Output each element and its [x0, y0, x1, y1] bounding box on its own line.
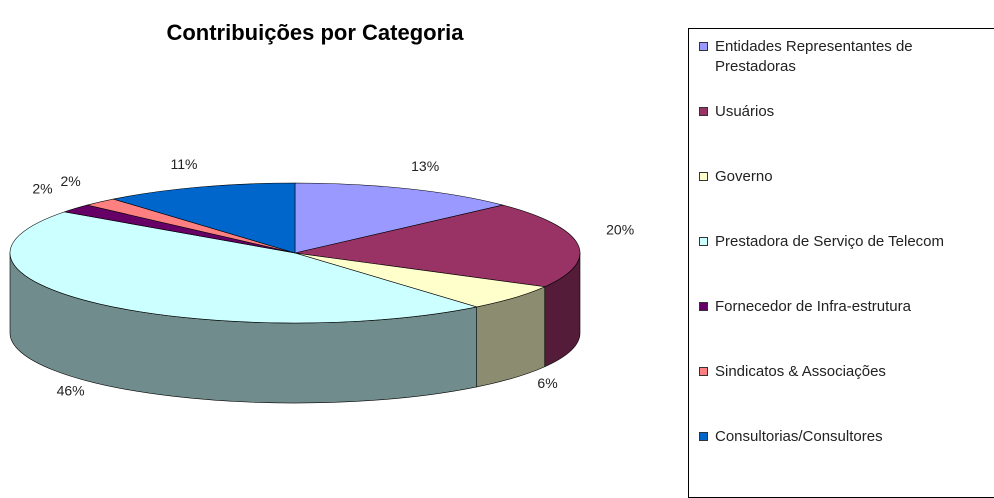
data-label: 11% — [170, 156, 197, 172]
legend: Entidades Representantes de Prestadoras U… — [688, 28, 994, 498]
pie-slice — [294, 182, 503, 254]
legend-label: Consultorias/Consultores — [715, 428, 883, 445]
data-label: 2% — [32, 180, 52, 196]
legend-item: Prestadora de Serviço de Telecom — [699, 232, 994, 252]
legend-swatch — [699, 367, 708, 376]
pie-slice — [294, 204, 581, 288]
legend-swatch — [699, 42, 708, 51]
legend-item: Governo — [699, 167, 994, 187]
legend-label: Prestadora de Serviço de Telecom — [715, 233, 945, 250]
pie-slice — [113, 182, 296, 254]
legend-swatch — [699, 237, 708, 246]
legend-item: Entidades Representantes de Prestadoras — [699, 37, 994, 77]
data-label: 20% — [606, 222, 634, 238]
legend-item: Consultorias/Consultores — [699, 427, 994, 447]
legend-label: Usuários — [715, 103, 775, 120]
legend-label: Entidades Representantes de Prestadoras — [715, 38, 913, 75]
data-label: 46% — [57, 382, 85, 398]
legend-swatch — [699, 107, 708, 116]
data-label: 2% — [61, 173, 81, 189]
pie-slice — [294, 252, 546, 308]
legend-swatch — [699, 172, 708, 181]
legend-item: Sindicatos & Associações — [699, 362, 994, 382]
pie-slice — [9, 211, 477, 324]
legend-item: Fornecedor de Infra-estrutura — [699, 297, 994, 317]
chart-title: Contribuições por Categoria — [166, 20, 464, 45]
legend-label: Fornecedor de Infra-estrutura — [715, 298, 911, 315]
legend-item: Usuários — [699, 102, 994, 122]
legend-label: Governo — [715, 168, 773, 185]
page: Contribuições por Categoria 13% 20% 6% 46% 2… — [9, 19, 994, 498]
legend-swatch — [699, 432, 708, 441]
chart: Contribuições por Categoria 13% 20% 6% 46% 2… — [9, 20, 634, 404]
data-label: 6% — [537, 375, 557, 391]
data-label: 13% — [411, 158, 439, 174]
legend-swatch — [699, 302, 708, 311]
legend-label: Sindicatos & Associações — [715, 363, 886, 380]
